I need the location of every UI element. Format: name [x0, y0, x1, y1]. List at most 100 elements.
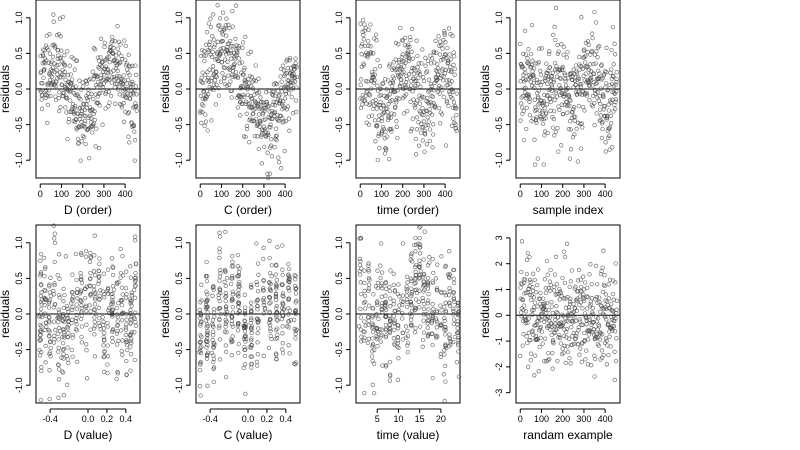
data-point: [56, 367, 62, 372]
data-point: [205, 314, 210, 319]
data-point: [258, 95, 263, 100]
data-point: [51, 340, 57, 345]
data-point: [370, 382, 375, 387]
data-point: [380, 310, 385, 315]
data-point: [613, 358, 619, 364]
data-point: [253, 106, 258, 111]
data-point: [124, 291, 129, 297]
data-point: [374, 106, 379, 111]
data-point: [230, 264, 236, 269]
data-point: [571, 105, 577, 110]
data-point: [555, 358, 560, 364]
data-point: [114, 342, 120, 347]
data-point: [551, 32, 556, 38]
data-point: [366, 122, 372, 127]
data-point: [588, 302, 593, 307]
data-point: [425, 58, 431, 63]
data-point: [600, 289, 606, 295]
data-point: [53, 83, 58, 89]
data-point: [292, 277, 298, 282]
data-point: [292, 272, 297, 278]
data-point: [56, 377, 62, 382]
data-point: [48, 275, 53, 280]
data-point: [581, 298, 587, 304]
data-point: [519, 269, 524, 275]
data-point: [275, 82, 280, 87]
data-point: [231, 44, 236, 49]
data-point: [261, 300, 267, 305]
data-point: [79, 87, 84, 92]
data-point: [448, 64, 453, 70]
data-point: [547, 356, 552, 362]
data-point: [606, 108, 612, 113]
data-point: [209, 118, 214, 123]
data-point: [75, 136, 81, 142]
data-point: [47, 334, 52, 339]
data-point: [418, 130, 424, 135]
data-point: [224, 33, 229, 38]
data-point: [88, 291, 94, 297]
data-point: [360, 102, 365, 107]
data-point: [386, 115, 391, 120]
data-point: [109, 256, 115, 261]
data-point: [105, 370, 110, 376]
data-point: [425, 115, 430, 120]
data-point: [534, 77, 540, 83]
data-point: [253, 63, 258, 68]
data-point: [603, 149, 608, 154]
data-point: [580, 306, 585, 311]
data-point: [361, 37, 366, 42]
data-point: [43, 43, 49, 48]
data-point: [102, 337, 107, 342]
data-point: [230, 304, 235, 310]
data-point: [364, 89, 369, 95]
data-point: [358, 236, 364, 241]
data-point: [77, 78, 82, 83]
data-point: [211, 379, 216, 385]
data-point: [396, 326, 401, 331]
data-point: [443, 344, 448, 349]
data-point: [425, 318, 430, 323]
data-point: [591, 71, 596, 76]
data-point: [522, 28, 528, 34]
data-point: [431, 306, 436, 312]
data-point: [223, 283, 228, 289]
data-point: [78, 158, 83, 163]
data-point: [584, 322, 589, 327]
data-point: [204, 259, 209, 265]
data-point: [403, 84, 408, 90]
data-point: [562, 72, 568, 77]
data-point: [134, 108, 139, 113]
data-point: [111, 265, 116, 270]
data-point: [425, 95, 430, 101]
x-tick-label: 400: [598, 414, 613, 424]
data-point: [62, 69, 67, 74]
data-point: [82, 121, 87, 126]
data-point: [52, 302, 58, 307]
data-point: [74, 316, 79, 321]
y-tick-label: 0.5: [494, 47, 504, 60]
data-point: [61, 393, 67, 398]
data-point: [274, 356, 279, 362]
data-point: [37, 328, 43, 333]
data-point: [293, 300, 298, 305]
data-point: [447, 288, 452, 294]
data-point: [43, 296, 48, 301]
data-point: [607, 147, 612, 152]
data-point: [58, 105, 63, 110]
data-point: [101, 87, 106, 93]
data-point: [374, 334, 379, 339]
data-point: [548, 267, 553, 273]
data-point: [69, 320, 74, 326]
data-point: [387, 288, 393, 294]
data-point: [282, 149, 287, 154]
data-point: [106, 71, 111, 76]
x-tick-label: 0: [358, 189, 363, 199]
data-point: [446, 103, 451, 109]
data-point: [71, 56, 76, 61]
data-point: [584, 306, 590, 311]
data-point: [420, 337, 426, 343]
data-point: [430, 280, 436, 286]
data-point: [422, 229, 427, 234]
